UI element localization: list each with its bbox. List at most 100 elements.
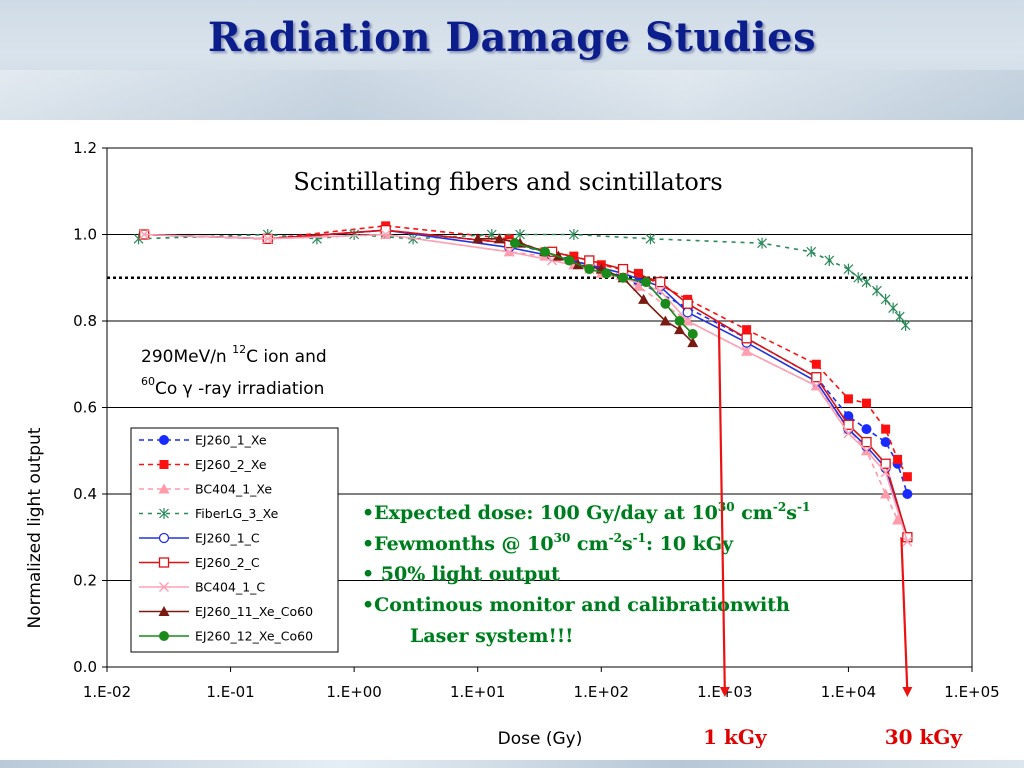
x-tick-label: 1.E-01 <box>206 683 254 701</box>
data-point <box>888 302 899 314</box>
data-point <box>539 246 550 257</box>
dose-marker-label: 30 kGy <box>885 725 964 749</box>
chart-title: Scintillating fibers and scintillators <box>293 168 722 196</box>
data-point <box>843 428 854 439</box>
slide-header-background <box>0 0 1024 120</box>
data-point <box>843 263 854 275</box>
series-EJ260_2_C <box>139 225 913 543</box>
data-point <box>601 268 612 279</box>
data-point <box>472 233 484 244</box>
y-tick-label: 1.2 <box>73 139 97 157</box>
data-point <box>564 255 575 266</box>
legend-entry-label: EJ260_1_C <box>195 531 260 546</box>
data-point <box>811 359 821 369</box>
data-point <box>843 394 853 404</box>
data-point <box>139 229 150 240</box>
irradiation-note: 290MeV/n 12C ion and 60Co γ -ray irradia… <box>141 343 327 399</box>
data-point <box>645 233 656 245</box>
chart: 0.0 0.2 0.4 0.6 0.8 1.0 1.2 1.E-02 1.E-01 1.E+00 1… <box>25 139 1000 749</box>
bullet-1: •Expected dose: 100 Gy/day at 1030 cm-2s… <box>362 500 810 524</box>
data-point <box>843 419 854 430</box>
data-point <box>893 454 903 464</box>
y-tick-label: 0.6 <box>73 399 97 417</box>
data-point <box>894 311 905 323</box>
legend-entry-label: BC404_1_C <box>195 580 265 595</box>
bullet-4-cont: Laser system!!! <box>410 625 574 647</box>
data-point <box>742 325 752 335</box>
data-point <box>659 315 671 326</box>
dose-arrow-head <box>902 687 913 697</box>
data-point <box>674 316 685 326</box>
data-point <box>638 293 650 304</box>
bullet-2: •Fewmonths @ 1030 cm-2s-1: 10 kGy <box>362 531 734 555</box>
chart-series <box>133 221 913 547</box>
data-point <box>880 458 891 469</box>
y-axis-label: Normalized light output <box>25 427 45 628</box>
data-point <box>861 276 872 288</box>
data-point <box>655 276 666 288</box>
dose-arrow-line <box>717 320 726 694</box>
data-point <box>871 285 882 297</box>
data-point <box>509 238 520 249</box>
series-line <box>138 233 907 326</box>
data-point <box>380 225 391 236</box>
data-point <box>674 324 686 335</box>
y-tick-label: 0.8 <box>73 312 97 330</box>
y-tick-label: 0.4 <box>73 485 97 503</box>
legend-swatch-marker <box>159 460 169 469</box>
chart-legend: EJ260_1_Xe EJ260_2_Xe BC404_1_Xe FiberLG_3_… <box>130 427 339 653</box>
data-point <box>806 246 817 258</box>
bullet-3: • 50% light output <box>362 563 560 585</box>
data-point <box>900 319 911 331</box>
series-EJ260_12_Xe_Co60 <box>509 238 698 339</box>
data-point <box>824 254 835 266</box>
legend-entry-label: EJ260_11_Xe_Co60 <box>195 604 313 619</box>
header-wave-decoration <box>0 70 1024 120</box>
data-point <box>682 307 693 318</box>
legend-swatch-marker <box>159 631 169 641</box>
data-point <box>881 424 891 434</box>
bullet-4: •Continous monitor and calibrationwith <box>362 594 790 616</box>
series-line <box>144 229 909 495</box>
note-sup-12: 12 <box>232 343 246 356</box>
data-point <box>880 293 891 305</box>
data-point <box>584 264 595 275</box>
y-tick-label: 0.2 <box>73 572 97 590</box>
data-point <box>741 333 752 344</box>
legend-entry-label: EJ260_1_Xe <box>195 433 267 448</box>
data-point <box>682 315 693 327</box>
data-point <box>880 467 891 478</box>
y-tick-label: 1.0 <box>73 226 97 244</box>
data-point <box>902 489 913 499</box>
svg-text:60Co γ -ray irradiation: 60Co γ -ray irradiation <box>141 375 324 399</box>
data-point <box>660 298 671 309</box>
data-point <box>504 246 515 257</box>
dose-markers: 1 kGy 30 kGy <box>703 320 964 749</box>
data-point <box>902 536 913 547</box>
legend-swatch-marker <box>158 581 170 593</box>
data-point <box>380 229 391 240</box>
data-point <box>853 272 864 284</box>
data-point <box>682 298 693 309</box>
note-line-2: Co γ -ray irradiation <box>155 379 324 399</box>
x-tick-label: 1.E+01 <box>450 683 505 701</box>
data-point <box>262 233 273 244</box>
data-point <box>757 237 767 249</box>
series-line <box>514 242 694 335</box>
legend-swatch-marker <box>158 532 170 544</box>
data-point <box>811 380 822 391</box>
legend-swatch-marker <box>158 483 170 494</box>
x-tick-label: 1.E+02 <box>574 683 629 701</box>
data-point <box>880 437 891 448</box>
footer-decoration <box>0 760 1024 768</box>
data-point <box>811 372 822 383</box>
data-point <box>493 233 505 244</box>
data-point <box>741 346 752 357</box>
legend-swatch-marker <box>158 557 170 568</box>
chart-axes: 0.0 0.2 0.4 0.6 0.8 1.0 1.2 1.E-02 1.E-01 1.E+00 1… <box>73 139 1000 701</box>
data-point <box>687 337 699 348</box>
legend-entry-label: BC404_1_Xe <box>195 482 272 497</box>
legend-entry-label: EJ260_2_Xe <box>195 457 267 472</box>
dose-marker-label: 1 kGy <box>703 725 768 749</box>
note-sup-60: 60 <box>141 375 155 388</box>
